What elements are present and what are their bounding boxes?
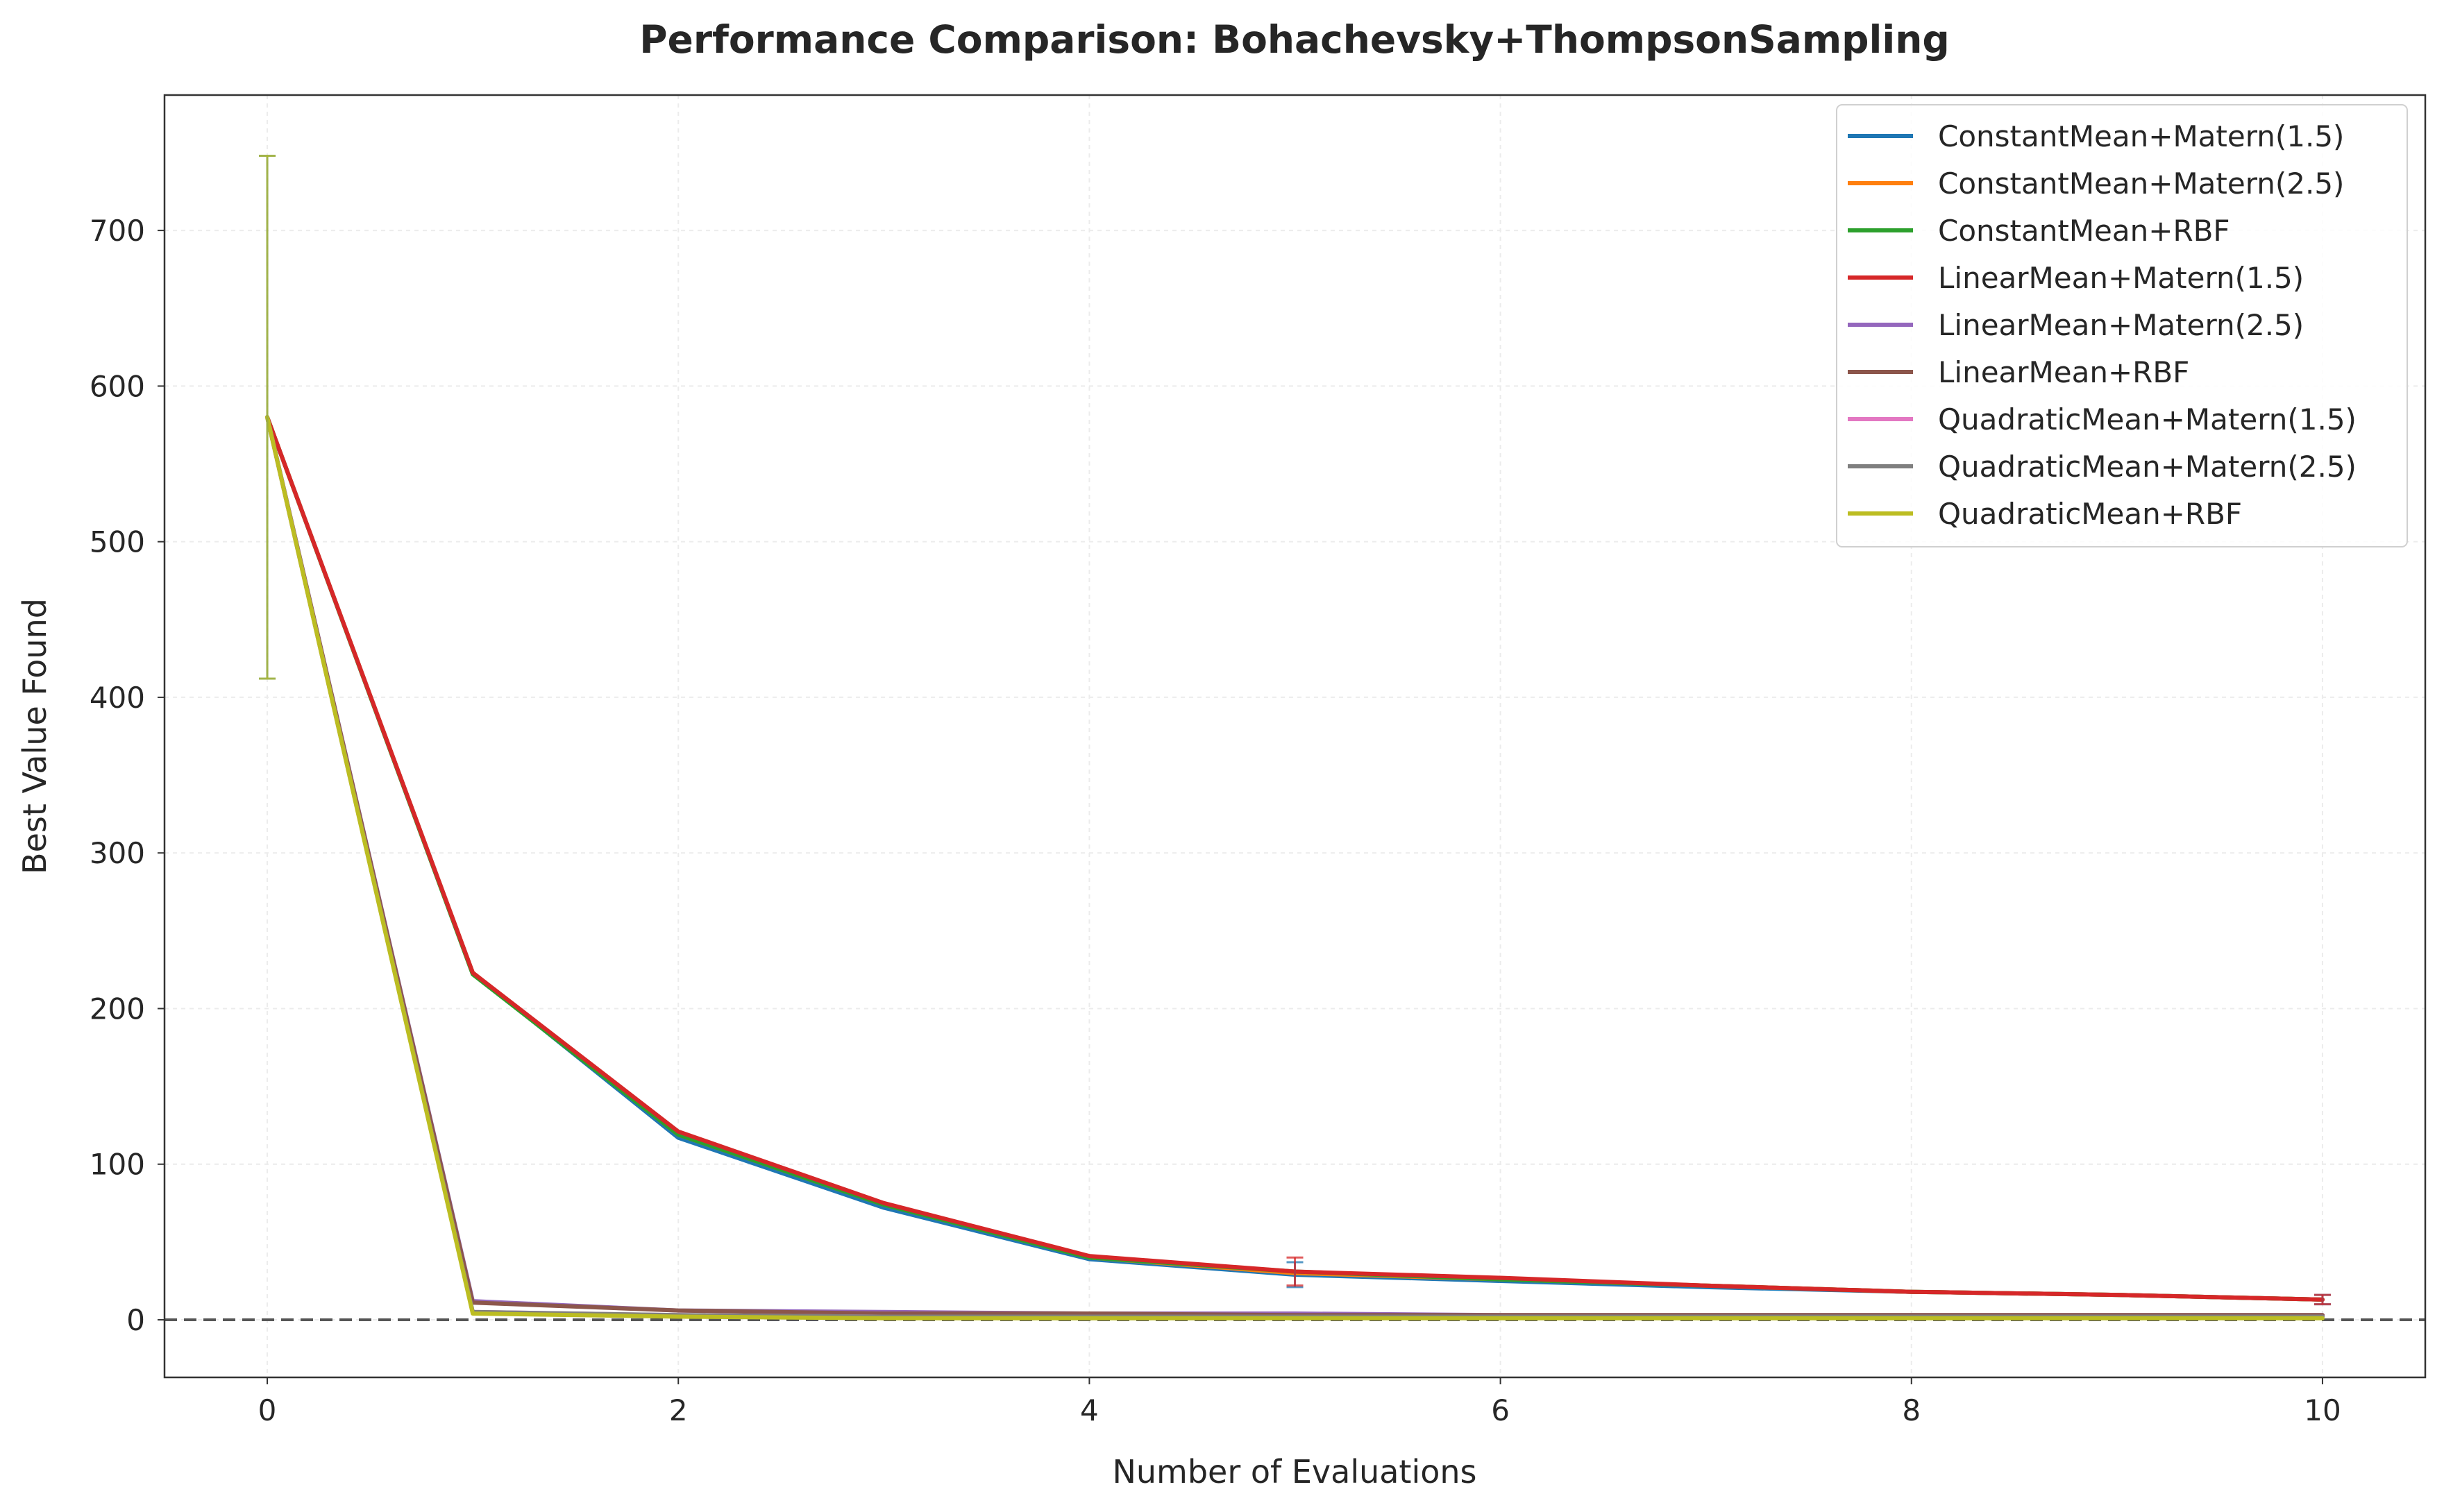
series-line-5 [265, 415, 2325, 1318]
legend-label: ConstantMean+Matern(1.5) [1938, 119, 2344, 153]
legend-label: LinearMean+Matern(2.5) [1938, 308, 2304, 342]
legend-item: QuadraticMean+RBF [1848, 497, 2242, 531]
x-tick-label: 10 [2304, 1393, 2341, 1427]
series-line-4 [265, 415, 2325, 1302]
legend-item: QuadraticMean+Matern(2.5) [1848, 450, 2357, 484]
x-tick-label: 2 [669, 1393, 688, 1427]
x-tick-label: 6 [1491, 1393, 1510, 1427]
series-line-1 [265, 415, 2325, 1302]
legend-item: LinearMean+RBF [1848, 355, 2189, 389]
y-tick-label: 0 [126, 1303, 145, 1337]
x-tick-label: 0 [258, 1393, 277, 1427]
error-bar-layer [259, 154, 2331, 1306]
y-tick-label: 400 [90, 681, 145, 715]
legend-label: ConstantMean+RBF [1938, 214, 2230, 248]
y-tick-label: 200 [90, 992, 145, 1026]
legend-box [1836, 104, 2408, 547]
x-tick-label: 4 [1080, 1393, 1099, 1427]
x-axis-label: Number of Evaluations [1112, 1453, 1476, 1490]
series-line-7 [265, 415, 2325, 1319]
series-line-6 [265, 415, 2325, 1318]
series-line-3 [265, 415, 2325, 1302]
legend-item: LinearMean+Matern(1.5) [1848, 261, 2304, 295]
y-tick-labels: 0 100 200 300 400 500 600 700 [90, 214, 165, 1337]
y-axis-label: Best Value Found [16, 598, 53, 874]
legend-label: LinearMean+RBF [1938, 355, 2189, 389]
error-bar [2314, 1293, 2331, 1306]
x-tick-label: 8 [1902, 1393, 1921, 1427]
legend-label: LinearMean+Matern(1.5) [1938, 261, 2304, 295]
legend-item: LinearMean+Matern(2.5) [1848, 308, 2304, 342]
x-tick-labels: 0 2 4 6 8 10 [258, 1377, 2341, 1427]
series-line-2 [265, 415, 2325, 1302]
series-line-9 [265, 415, 2325, 1320]
plot-frame [163, 94, 2427, 1379]
y-tick-label: 700 [90, 214, 145, 248]
y-tick-label: 100 [90, 1148, 145, 1182]
legend-label: ConstantMean+Matern(2.5) [1938, 167, 2344, 201]
y-tick-label: 500 [90, 525, 145, 559]
error-bar [259, 154, 276, 680]
y-tick-label: 600 [90, 369, 145, 403]
legend-label: QuadraticMean+Matern(1.5) [1938, 402, 2357, 436]
legend-item: ConstantMean+Matern(1.5) [1848, 119, 2344, 153]
error-bar [1286, 1256, 1304, 1287]
legend-label: QuadraticMean+RBF [1938, 497, 2242, 531]
series-line-8 [265, 415, 2325, 1319]
legend: ConstantMean+Matern(1.5) ConstantMean+Mat… [1836, 104, 2408, 547]
legend-label: QuadraticMean+Matern(2.5) [1938, 450, 2357, 484]
y-tick-label: 300 [90, 836, 145, 870]
legend-item: QuadraticMean+Matern(1.5) [1848, 402, 2357, 436]
legend-item: ConstantMean+RBF [1848, 214, 2230, 248]
chart-title: Performance Comparison: Bohachevsky+Thom… [639, 17, 1950, 62]
series-layer [265, 415, 2325, 1320]
legend-item: ConstantMean+Matern(2.5) [1848, 167, 2344, 201]
